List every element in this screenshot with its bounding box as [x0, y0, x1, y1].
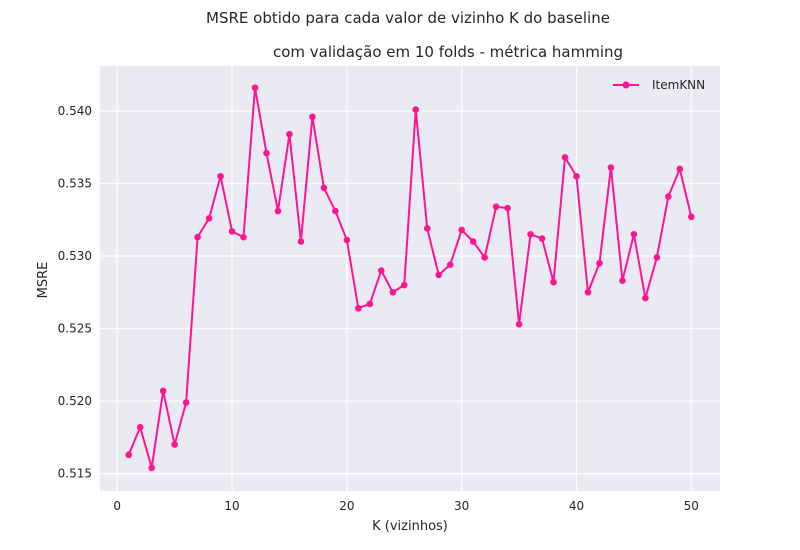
data-point: [182, 399, 190, 406]
x-tick-label: 20: [339, 499, 354, 513]
data-point: [240, 233, 247, 241]
data-point: [332, 207, 339, 215]
data-point: [412, 106, 420, 113]
data-point: [377, 267, 385, 274]
data-point: [573, 172, 580, 180]
data-point: [653, 254, 661, 261]
legend: ItemKNN: [613, 78, 705, 92]
data-point: [228, 228, 236, 235]
data-point: [366, 300, 374, 308]
data-point: [423, 225, 431, 232]
data-point: [527, 230, 534, 238]
y-tick-label: 0.520: [58, 394, 92, 408]
x-tick-label: 50: [684, 499, 699, 513]
legend-label: ItemKNN: [652, 78, 705, 92]
data-point: [630, 230, 638, 238]
chart-title-line2: com validação em 10 folds - métrica hamm…: [273, 43, 623, 61]
grid: [100, 66, 720, 491]
legend-marker: [622, 81, 630, 89]
data-point: [584, 288, 592, 296]
data-point: [642, 294, 649, 302]
data-point: [217, 172, 224, 180]
ticks: 0 10 20 30 40 50 0.515 0.520 0.525 0.530 0.535 0.54…: [58, 104, 699, 513]
data-point: [263, 149, 270, 157]
data-point: [159, 387, 167, 395]
data-point: [561, 154, 569, 161]
data-point: [171, 441, 178, 448]
y-tick-label: 0.515: [58, 467, 92, 481]
data-point: [297, 238, 305, 245]
y-tick-label: 0.535: [58, 176, 92, 190]
data-point: [469, 238, 477, 245]
x-tick-label: 40: [569, 499, 584, 513]
chart-title-line1: MSRE obtido para cada valor de vizinho K…: [206, 9, 610, 27]
y-axis-label: MSRE: [36, 262, 51, 299]
data-point: [389, 288, 397, 296]
data-point: [458, 226, 465, 234]
data-point: [504, 204, 511, 212]
y-tick-label: 0.525: [58, 322, 92, 336]
data-point: [619, 277, 626, 284]
data-point: [205, 215, 213, 222]
data-point: [320, 184, 328, 192]
y-tick-label: 0.530: [58, 249, 92, 263]
data-point: [515, 320, 523, 328]
data-point: [148, 464, 155, 472]
data-point: [125, 451, 133, 459]
data-point: [446, 261, 454, 269]
plot-area: [100, 66, 720, 491]
data-point: [492, 203, 500, 210]
data-point: [676, 165, 684, 173]
data-point: [251, 84, 259, 92]
data-point: [194, 233, 201, 241]
data-point: [481, 254, 488, 261]
data-point: [435, 271, 443, 279]
data-point: [400, 281, 408, 289]
data-point: [286, 130, 293, 138]
series-line: [127, 86, 693, 469]
data-point: [550, 278, 557, 286]
data-point: [309, 113, 316, 121]
data-point: [136, 423, 144, 431]
data-point: [687, 213, 695, 221]
y-tick-label: 0.540: [58, 104, 92, 118]
data-point: [607, 164, 615, 171]
data-point: [538, 235, 546, 242]
data-point: [355, 304, 362, 312]
data-point: [343, 236, 351, 244]
x-axis-label: K (vizinhos): [372, 519, 448, 534]
series-layer: [125, 84, 695, 472]
data-point: [274, 207, 282, 215]
x-tick-label: 0: [113, 499, 121, 513]
data-point: [665, 193, 672, 200]
x-tick-label: 30: [454, 499, 469, 513]
data-point: [596, 259, 603, 267]
x-tick-label: 10: [224, 499, 239, 513]
